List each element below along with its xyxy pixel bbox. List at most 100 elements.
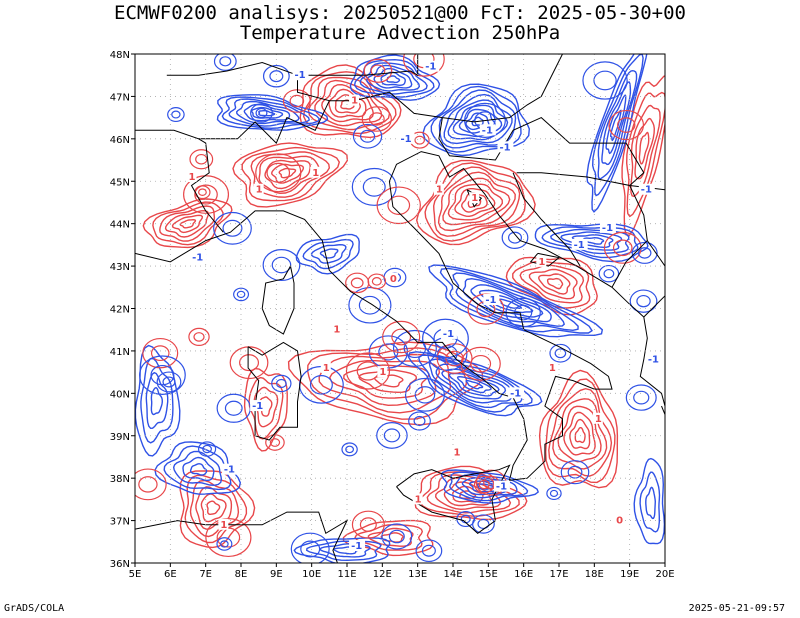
cold-advection-contour: [441, 368, 507, 400]
cold-advection-contour: [639, 471, 661, 533]
country-border: [512, 172, 581, 267]
cold-advection-contour: [456, 375, 492, 394]
cold-advection-contour: [255, 107, 268, 119]
cold-advection-contour: [392, 329, 437, 367]
cold-advection-contour: [353, 58, 435, 98]
warm-advection-contour: [179, 218, 197, 229]
cold-advection-contour: [593, 70, 617, 91]
warm-advection-contour: [634, 117, 656, 180]
contour-value-label: 0: [390, 274, 397, 285]
warm-advection-contour: [229, 346, 269, 380]
warm-advection-contour: [150, 345, 170, 362]
cold-advection-contour: [224, 400, 243, 416]
warm-advection-contour: [265, 434, 285, 451]
warm-advection-contour: [414, 135, 425, 145]
warm-advection-contour: [603, 231, 642, 264]
cold-advection-contour: [150, 386, 164, 416]
warm-advection-contour: [370, 64, 386, 78]
contour-label-box: [221, 463, 238, 475]
cold-advection-contour: [290, 532, 330, 563]
warm-advection-contour: [314, 79, 383, 127]
cold-advection-contour: [501, 226, 529, 249]
cold-advection-contour: [381, 523, 413, 550]
cold-advection-contour: [309, 375, 333, 395]
lat-tick-label: 46N: [110, 135, 130, 146]
lat-tick-label: 41N: [110, 347, 130, 358]
contour-label-box: [440, 327, 457, 339]
cold-advection-contour: [262, 64, 290, 88]
lat-tick-label: 44N: [110, 220, 130, 231]
warm-advection-contour: [367, 273, 387, 290]
cold-advection-contour: [135, 344, 181, 457]
cold-advection-contour: [345, 445, 354, 454]
cold-advection-contour: [213, 211, 252, 245]
warm-advection-contour: [343, 364, 430, 399]
cold-advection-contour: [636, 294, 651, 308]
contour-value-label: -1: [351, 541, 362, 552]
cold-advection-contour: [586, 54, 648, 213]
contour-label-box: [638, 183, 655, 195]
country-border: [646, 240, 665, 267]
cold-advection-contour: [443, 93, 513, 145]
contour-value-label: 1: [379, 367, 386, 378]
contour-value-label: 1: [415, 494, 422, 505]
warm-advection-contour: [266, 162, 291, 183]
render-timestamp: 2025-05-21-09:57: [688, 603, 785, 614]
warm-advection-contour: [548, 387, 613, 477]
lon-tick-label: 17E: [549, 569, 568, 580]
contour-label-box: [412, 493, 423, 505]
cold-advection-contour: [605, 94, 627, 155]
warm-advection-contour: [512, 260, 591, 309]
warm-advection-contour: [363, 58, 393, 83]
contour-label-box: [614, 514, 625, 526]
contour-label-box: [483, 294, 500, 306]
lat-lon-grid: [135, 54, 665, 563]
cold-advection-contour: [221, 96, 321, 130]
lat-tick-label: 42N: [110, 305, 130, 316]
lon-tick-label: 16E: [514, 569, 533, 580]
cold-advection-contour: [233, 287, 250, 302]
lon-tick-label: 10E: [302, 569, 321, 580]
warm-advection-contour: [528, 268, 578, 300]
warm-advection-contour: [255, 153, 302, 193]
contour-value-label: -1: [224, 465, 235, 476]
contour-value-label: -1: [295, 70, 306, 81]
warm-advection-contour: [289, 94, 305, 108]
map-subtitle: Temperature Advection 250hPa: [239, 22, 561, 44]
warm-advection-contour: [138, 476, 158, 493]
cold-advection-contour: [271, 374, 292, 393]
longitude-axis: 5E 6E 7E 8E 9E 10E 11E 12E 13E 14E 15E 16E 17E 18E 19E…: [129, 563, 675, 580]
warm-advection-contour: [194, 184, 218, 205]
contour-labels: -1 -1 1 -1 -1 1 1 1 1 1 -1 1 -1 -1 -1 -1 1 1 -1 -1 1 1 -1 1 -1 1 1…: [186, 60, 662, 552]
contour-label-box: [349, 540, 366, 552]
warm-advection-contour: [206, 500, 221, 515]
cold-advection-contour: [222, 219, 243, 237]
warm-advection-contour: [269, 438, 281, 447]
contour-value-label: 1: [595, 414, 602, 425]
cold-advection-contour: [305, 540, 382, 562]
warm-advection-contour: [350, 277, 364, 289]
lon-tick-label: 14E: [443, 569, 462, 580]
contour-label-box: [250, 400, 267, 412]
lon-tick-label: 19E: [620, 569, 639, 580]
lon-tick-label: 20E: [655, 569, 674, 580]
contour-value-label: 1: [351, 96, 358, 107]
contour-label-box: [497, 141, 514, 153]
cold-advection-contour: [216, 537, 233, 551]
lat-tick-label: 40N: [110, 389, 130, 400]
cold-advection-contour: [150, 364, 175, 386]
latitude-axis: 36N 37N 38N 39N 40N 41N 42N 43N 44N 45N 46N 47N 48N: [110, 50, 135, 570]
warm-advection-contour: [142, 337, 179, 369]
cold-advection-contour: [380, 71, 406, 87]
contour-value-label: -1: [482, 125, 493, 136]
warm-advection-contour: [505, 256, 598, 316]
lat-tick-label: 47N: [110, 92, 130, 103]
lon-tick-label: 7E: [199, 569, 212, 580]
warm-advection-contour: [351, 510, 385, 539]
cold-advection-contour: [145, 371, 169, 430]
contour-value-label: 1: [189, 172, 196, 183]
warm-advection-contour: [546, 277, 564, 290]
cold-advection-contour: [302, 238, 354, 270]
warm-advection-contour: [537, 273, 571, 295]
